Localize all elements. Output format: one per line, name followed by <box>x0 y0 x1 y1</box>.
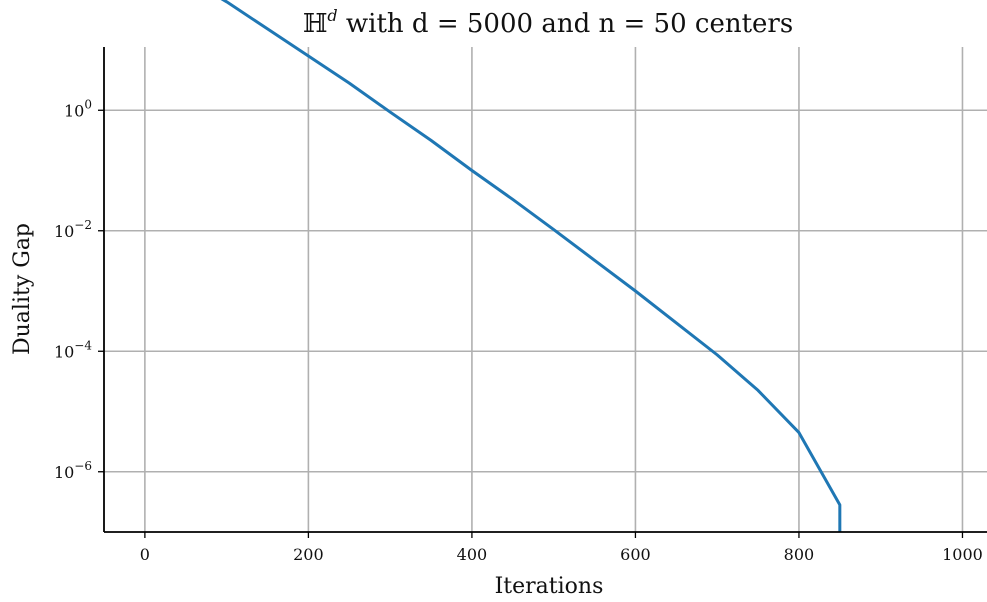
x-tick-label-1: 200 <box>293 545 324 564</box>
x-tick-label-4: 800 <box>784 545 815 564</box>
y-tick-label-4: 10−6 <box>54 459 92 482</box>
y-tick-label-2: 10−2 <box>54 218 92 241</box>
ticks-layer: 0200400600800100010210010−210−410−6 <box>54 97 983 564</box>
grid-layer <box>104 47 987 532</box>
x-tick-label-2: 400 <box>457 545 488 564</box>
y-tick-label-1: 100 <box>64 97 92 120</box>
x-tick-label-0: 0 <box>140 545 150 564</box>
y-tick-label-3: 10−4 <box>54 338 92 361</box>
title-text: with d = 5000 and n = 50 centers <box>338 9 794 39</box>
axes-layer <box>103 47 987 533</box>
chart-title: ℍd with d = 5000 and n = 50 centers <box>303 6 793 39</box>
title-superscript: d <box>327 6 337 25</box>
y-axis-label: Duality Gap <box>10 223 35 355</box>
series-layer <box>220 0 842 532</box>
title-symbol: ℍ <box>303 9 328 39</box>
x-tick-label-3: 600 <box>620 545 651 564</box>
series-line-0 <box>220 0 842 532</box>
x-tick-label-5: 1000 <box>942 545 983 564</box>
x-axis-label: Iterations <box>495 574 604 599</box>
